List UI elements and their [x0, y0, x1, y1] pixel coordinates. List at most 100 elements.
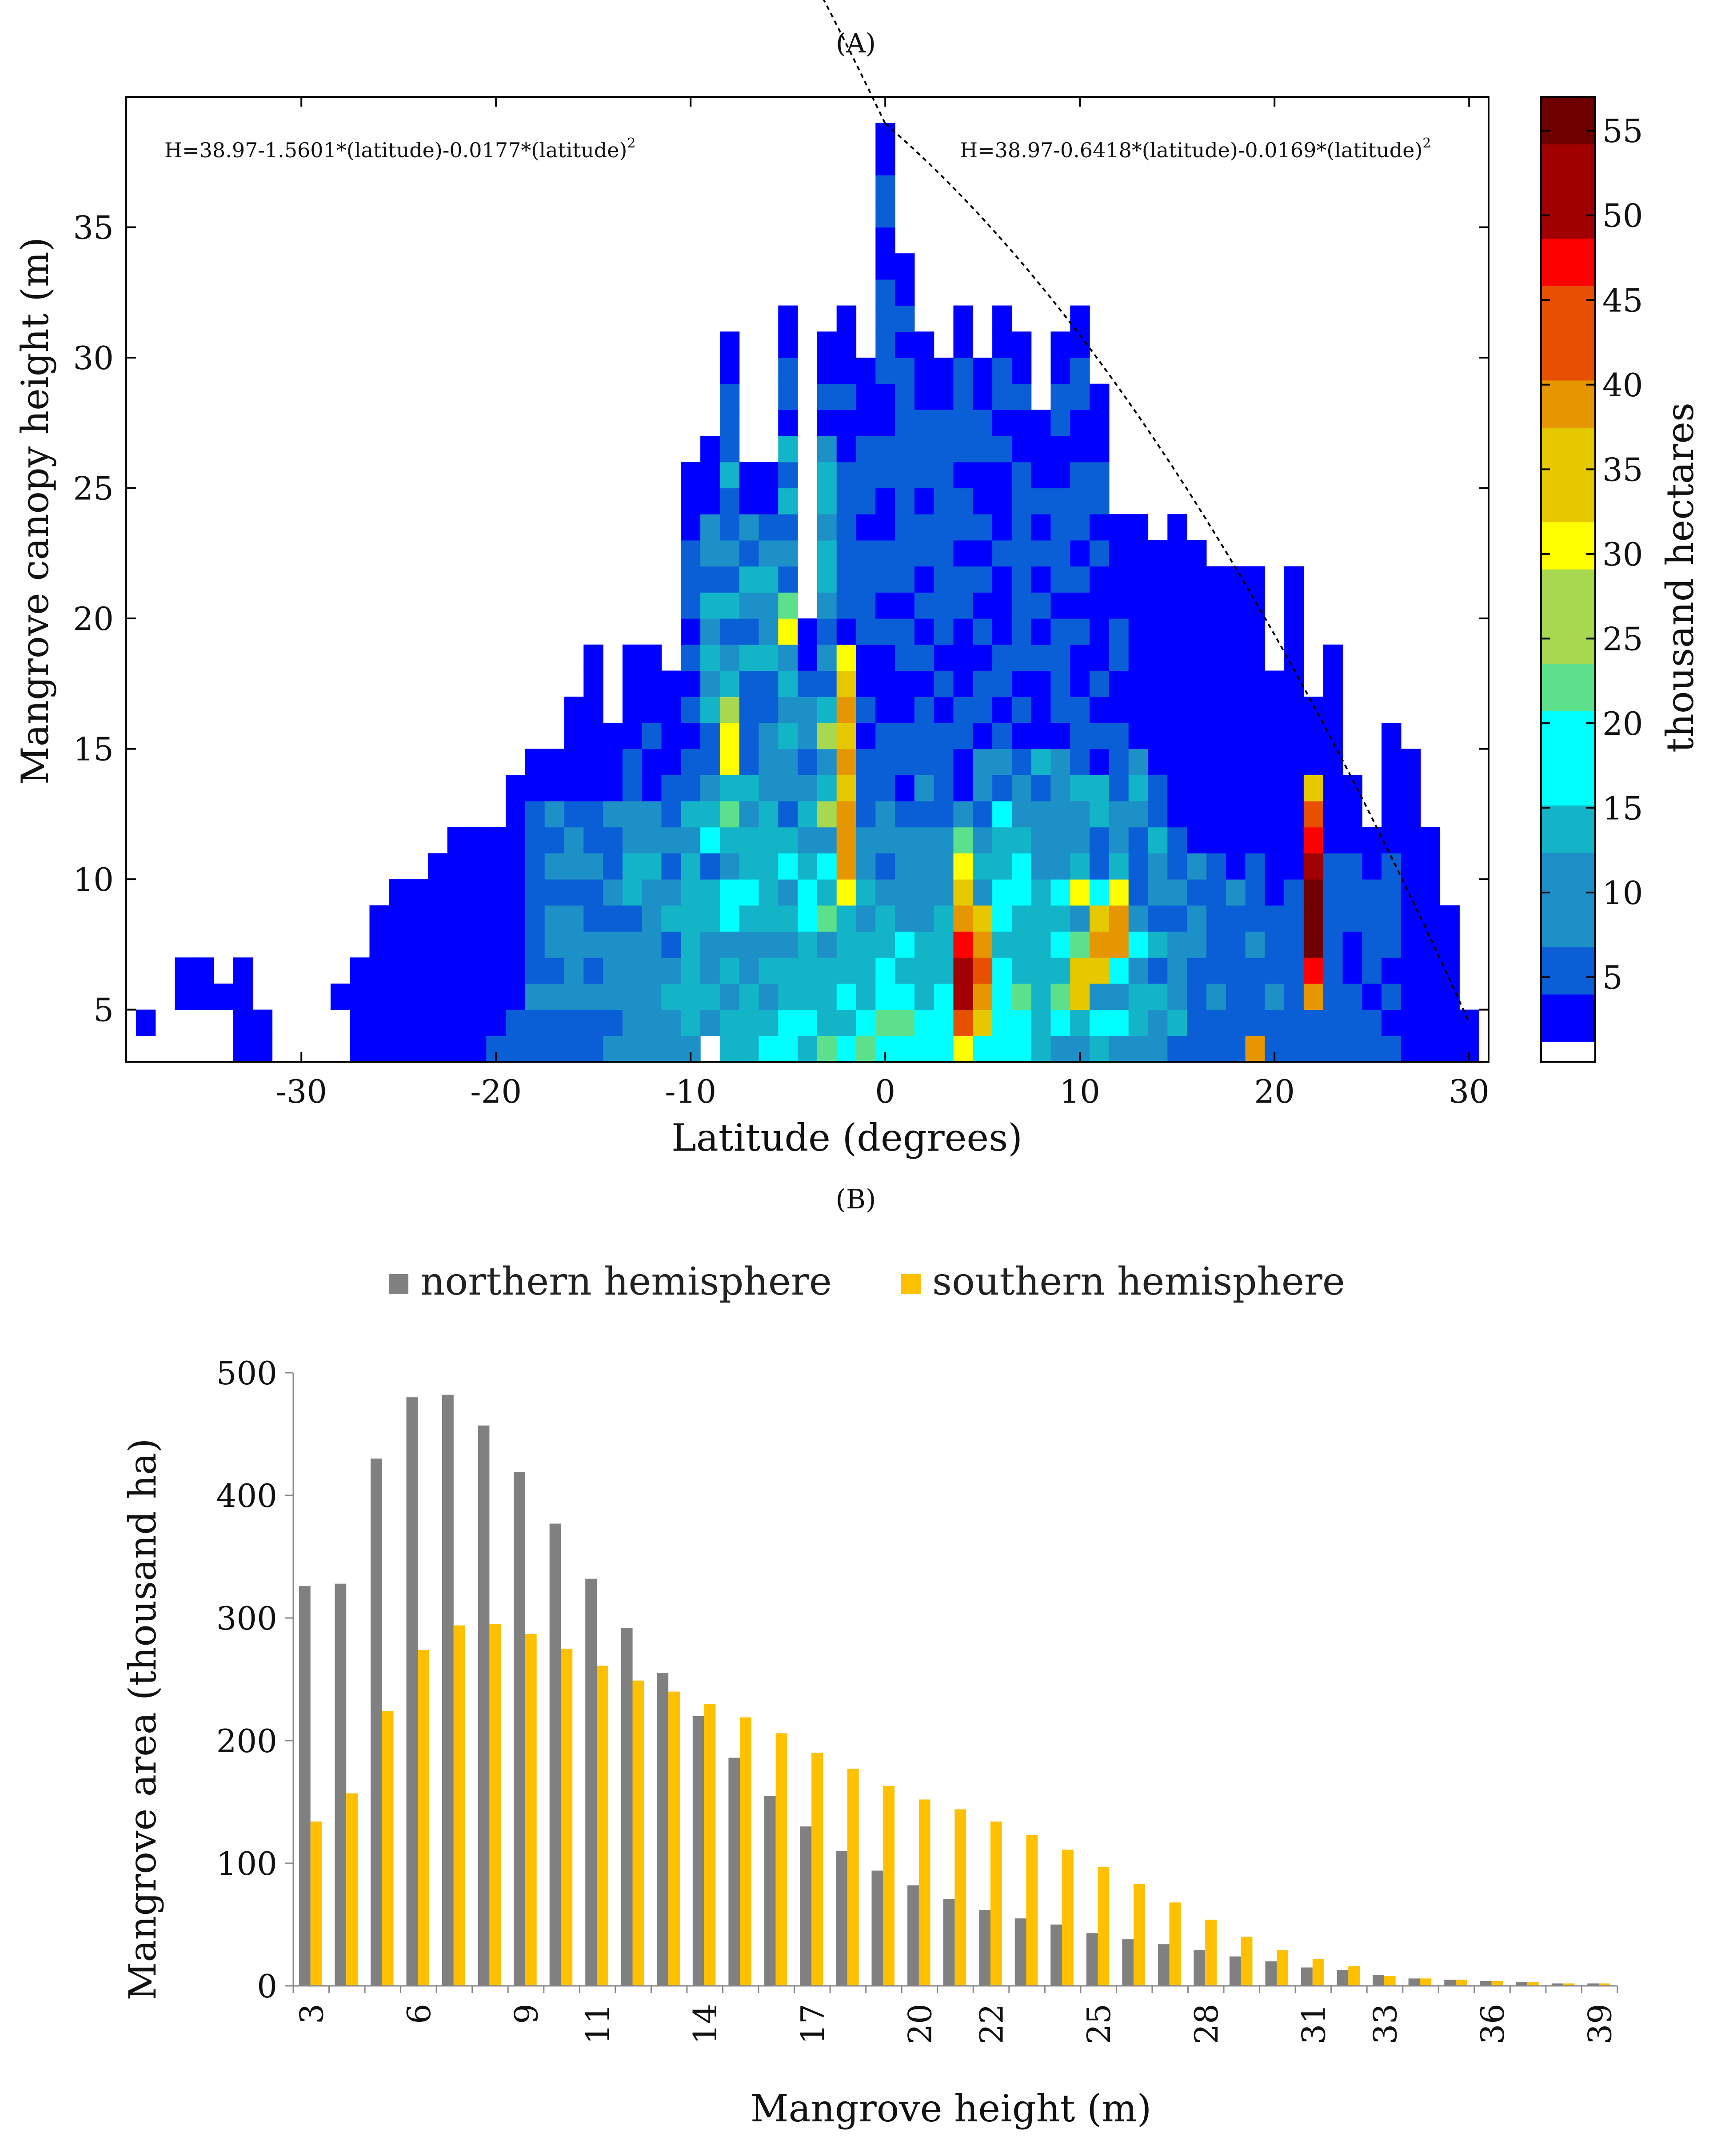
heatmap-cell — [1303, 879, 1324, 906]
heatmap-cell — [369, 931, 389, 958]
heatmap-cell — [447, 1009, 467, 1036]
heatmap-cell — [1342, 905, 1362, 932]
bar-northern — [478, 1425, 490, 1986]
heatmap-cell — [1206, 722, 1226, 749]
heatmap-cell — [252, 1036, 273, 1062]
heatmap-cell — [953, 331, 973, 358]
heatmap-cell — [1323, 879, 1343, 906]
heatmap-cell — [1090, 1036, 1110, 1062]
heatmap-cell — [1303, 827, 1324, 853]
heatmap-cell — [1401, 801, 1421, 828]
heatmap-cell — [700, 1009, 720, 1036]
heatmap-cell — [622, 722, 643, 749]
heatmap-cell — [661, 1009, 681, 1036]
heatmap-cell — [739, 957, 759, 984]
heatmap-cell — [973, 644, 993, 671]
heatmap-cell — [681, 540, 701, 567]
heatmap-cell — [447, 827, 467, 853]
heatmap-cell — [1011, 462, 1032, 489]
heatmap-cell — [1011, 801, 1032, 828]
heatmap-cell — [836, 1009, 857, 1036]
heatmap-cell — [856, 775, 876, 801]
heatmap-cell — [778, 722, 798, 749]
heatmap-cell — [583, 905, 603, 932]
heatmap-cell — [1265, 853, 1285, 880]
heatmap-cell — [661, 827, 681, 853]
heatmap-cell — [681, 905, 701, 932]
heatmap-cell — [661, 801, 681, 828]
heatmap-cell — [895, 540, 915, 567]
heatmap-cell — [1401, 957, 1421, 984]
heatmap-cell — [1362, 983, 1382, 1010]
heatmap-cell — [875, 592, 895, 619]
heatmap-cell — [1362, 931, 1382, 958]
bar-northern — [1014, 1918, 1026, 1986]
heatmap-cell — [759, 957, 779, 984]
heatmap-cell — [1226, 618, 1246, 645]
heatmap-cell — [486, 931, 506, 958]
heatmap-cell — [914, 722, 934, 749]
heatmap-cell — [1245, 827, 1265, 853]
heatmap-cell — [1128, 722, 1149, 749]
heatmap-cell — [914, 1009, 934, 1036]
heatmap-cell — [953, 566, 973, 593]
heatmap-cell — [583, 983, 603, 1010]
heatmap-cell — [875, 697, 895, 723]
heatmap-cell — [856, 697, 876, 723]
heatmap-cell — [856, 358, 876, 384]
heatmap-cell — [194, 957, 214, 984]
heatmap-cell — [1090, 644, 1110, 671]
heatmap-cell — [408, 905, 428, 932]
heatmap-cell — [1323, 670, 1343, 697]
y-tick-label: 35 — [73, 209, 114, 247]
heatmap-cell — [817, 853, 837, 880]
heatmap-cell — [369, 957, 389, 984]
heatmap-cell — [973, 488, 993, 514]
heatmap-cell — [992, 1036, 1012, 1062]
bar-northern — [514, 1472, 525, 1986]
heatmap-cell — [798, 644, 818, 671]
heatmap-cell — [817, 722, 837, 749]
heatmap-cell — [1128, 618, 1149, 645]
bar-northern — [442, 1395, 454, 1986]
heatmap-cell — [1226, 644, 1246, 671]
heatmap-cell — [1128, 983, 1149, 1010]
heatmap-cell — [953, 670, 973, 697]
heatmap-cell — [895, 383, 915, 410]
heatmap-cell — [1440, 931, 1460, 958]
heatmap-cell — [681, 670, 701, 697]
heatmap-cell — [700, 644, 720, 671]
heatmap-cell — [330, 983, 351, 1010]
bar-southern — [632, 1680, 644, 1986]
heatmap-cell — [564, 879, 584, 906]
heatmap-cell — [719, 592, 740, 619]
heatmap-cell — [798, 1009, 818, 1036]
heatmap-cell — [1245, 1009, 1265, 1036]
heatmap-cell — [1245, 618, 1265, 645]
colorbar-swatch — [1541, 144, 1595, 192]
heatmap-cell — [1303, 957, 1324, 984]
heatmap-cell — [953, 644, 973, 671]
heatmap-cell — [1011, 540, 1032, 567]
heatmap-cell — [1265, 879, 1285, 906]
heatmap-cell — [739, 879, 759, 906]
colorbar-swatch — [1541, 805, 1595, 853]
heatmap-cell — [1284, 1036, 1304, 1062]
heatmap-cell — [1167, 697, 1187, 723]
heatmap-cell — [1401, 1009, 1421, 1036]
heatmap-cell — [467, 1009, 487, 1036]
heatmap-cell — [389, 879, 409, 906]
bar-southern — [1277, 1950, 1289, 1986]
heatmap-cell — [642, 801, 662, 828]
bar-northern — [371, 1459, 382, 1986]
heatmap-cell — [973, 801, 993, 828]
heatmap-cell — [992, 879, 1012, 906]
heatmap-cell — [408, 957, 428, 984]
heatmap-cell — [856, 566, 876, 593]
heatmap-cell — [817, 566, 837, 593]
heatmap-cell — [1206, 983, 1226, 1010]
heatmap-cell — [1187, 1009, 1207, 1036]
heatmap-cell — [603, 879, 623, 906]
heatmap-cell — [1284, 905, 1304, 932]
heatmap-cell — [1167, 801, 1187, 828]
